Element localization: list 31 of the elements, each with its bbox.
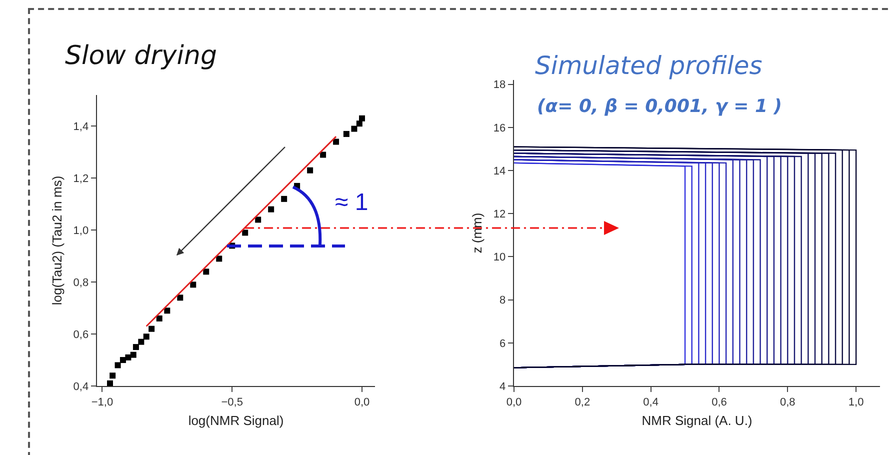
x-tick-label: 0,0 bbox=[354, 396, 370, 408]
x-tick-label: 0,2 bbox=[574, 396, 590, 408]
y-tick-label: 4 bbox=[499, 380, 506, 393]
y-tick-label: 1,0 bbox=[73, 224, 89, 237]
x-tick-label: 0,0 bbox=[506, 396, 522, 408]
y-tick-label: 18 bbox=[493, 79, 506, 92]
y-tick-label: 10 bbox=[493, 252, 506, 264]
y-tick-label: 14 bbox=[493, 165, 506, 178]
x-axis-title: log(NMR Signal) bbox=[188, 412, 284, 428]
y-tick-label: 0,6 bbox=[73, 328, 89, 341]
text: (α= 0, β = 0,001, γ = 1 ) bbox=[537, 96, 782, 117]
y-tick-label: 1,4 bbox=[73, 121, 89, 134]
y-tick-label: 16 bbox=[493, 122, 506, 134]
x-tick-label: 1,0 bbox=[848, 396, 864, 408]
y-tick-label: 12 bbox=[493, 208, 506, 220]
y-tick-label: 8 bbox=[499, 294, 506, 307]
chart-title: Simulated profiles bbox=[535, 50, 762, 80]
x-axis-title: NMR Signal (A. U.) bbox=[642, 412, 752, 428]
x-tick-label: 0,4 bbox=[643, 396, 658, 408]
x-tick-label: 0,8 bbox=[780, 396, 796, 408]
x-tick-label: −1,0 bbox=[91, 396, 114, 408]
y-axis-title: log(Tau2) (Tau2 in ms) bbox=[49, 176, 64, 306]
annotation: ≈ 1 bbox=[335, 189, 368, 216]
y-axis-title: z (mm) bbox=[469, 212, 484, 254]
chart-title: Slow drying bbox=[65, 41, 217, 72]
x-tick-label: −0,5 bbox=[221, 396, 243, 408]
y-tick-label: 0,8 bbox=[73, 276, 89, 289]
y-tick-label: 6 bbox=[499, 338, 506, 350]
y-tick-label: 1,2 bbox=[73, 172, 89, 185]
x-tick-label: 0,6 bbox=[712, 396, 727, 408]
y-tick-label: 0,4 bbox=[73, 380, 89, 393]
